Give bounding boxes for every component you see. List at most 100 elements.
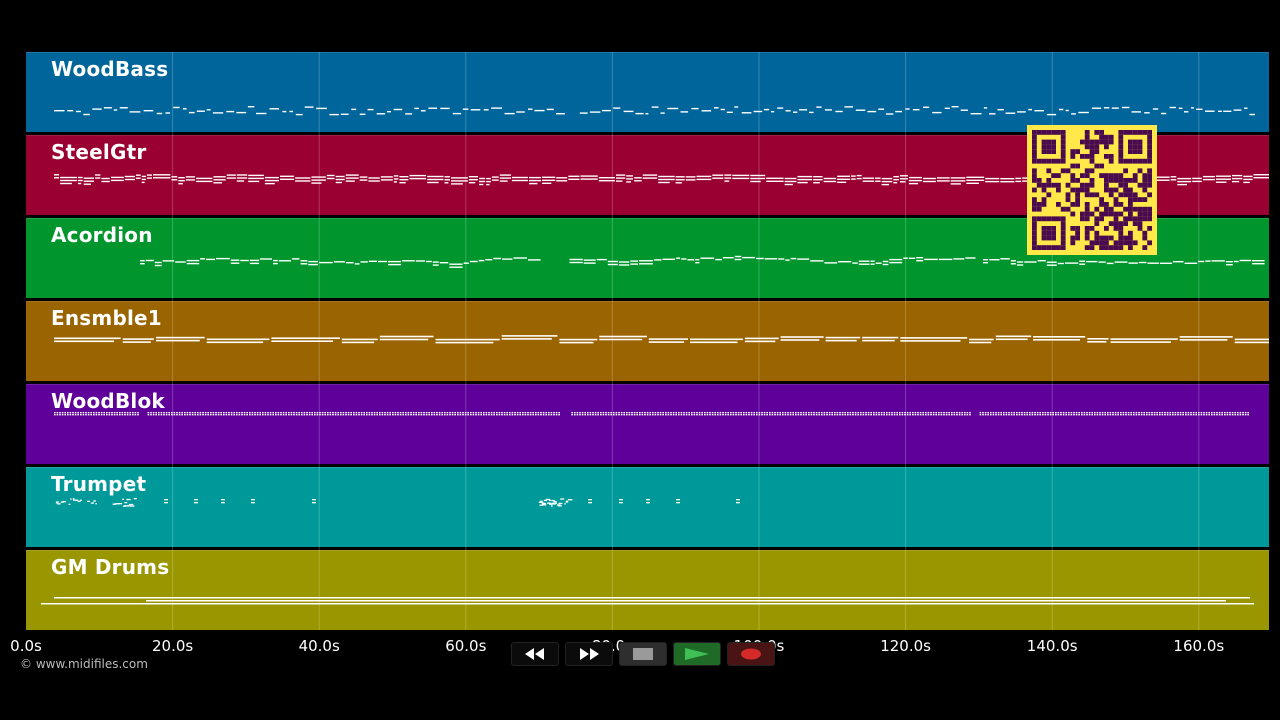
note (340, 412, 342, 414)
note (558, 412, 560, 414)
note (444, 414, 446, 416)
note (470, 412, 472, 414)
note (730, 414, 732, 416)
note (1166, 412, 1169, 414)
note (1202, 178, 1215, 181)
note (766, 414, 768, 416)
note (763, 414, 766, 416)
note (1057, 412, 1060, 414)
note (1114, 412, 1117, 414)
note (893, 179, 899, 181)
note (438, 414, 441, 416)
note (54, 174, 60, 176)
note (329, 412, 332, 414)
note (878, 414, 880, 416)
note (1127, 414, 1130, 416)
note (462, 412, 464, 414)
note (1034, 110, 1044, 112)
note (171, 176, 178, 178)
note (867, 414, 870, 416)
note (1047, 414, 1049, 416)
note (108, 412, 111, 414)
note (1148, 412, 1151, 414)
note (359, 113, 366, 115)
time-tick-label: 20.0s (151, 637, 194, 655)
note (810, 260, 824, 262)
note (251, 499, 255, 501)
note (555, 412, 558, 414)
note (524, 412, 527, 414)
note (824, 262, 838, 264)
note (1026, 414, 1028, 416)
note (103, 414, 105, 416)
note (938, 414, 940, 416)
note (122, 498, 124, 500)
note (740, 414, 742, 416)
note (943, 414, 945, 416)
note (658, 181, 670, 184)
note (488, 414, 490, 416)
note (558, 505, 562, 507)
note (444, 412, 446, 414)
note (771, 111, 775, 113)
note (1243, 178, 1253, 181)
note (799, 109, 808, 111)
note (132, 414, 134, 416)
note (841, 412, 844, 414)
note (862, 336, 899, 339)
note (387, 111, 391, 113)
note (569, 261, 583, 264)
note (1205, 260, 1211, 262)
note (1117, 414, 1119, 416)
note (41, 603, 1254, 605)
note (542, 414, 545, 416)
note (696, 178, 712, 181)
stop-button[interactable] (619, 642, 667, 666)
note (238, 412, 241, 414)
note (173, 412, 176, 414)
note (888, 414, 891, 416)
note (206, 109, 211, 111)
note (779, 412, 781, 414)
note (652, 414, 654, 416)
note (1088, 412, 1091, 414)
note (691, 107, 699, 110)
note (1029, 414, 1031, 416)
fast-forward-button[interactable] (565, 642, 613, 666)
note (207, 412, 209, 414)
note (787, 414, 789, 416)
note (168, 412, 170, 414)
note (789, 412, 792, 414)
note (485, 414, 488, 416)
note (672, 414, 675, 416)
note (1232, 180, 1240, 183)
note (394, 414, 397, 416)
note (534, 109, 545, 112)
note (802, 412, 805, 414)
record-button[interactable] (727, 642, 775, 666)
note (813, 179, 823, 181)
note (122, 505, 126, 507)
note (883, 414, 885, 416)
note (264, 179, 279, 182)
note (1192, 412, 1195, 414)
note (992, 414, 995, 416)
note (384, 412, 386, 414)
note (900, 337, 968, 339)
note (619, 264, 630, 266)
note (914, 412, 917, 414)
note (618, 414, 620, 416)
note (1237, 414, 1239, 416)
note (1016, 264, 1024, 266)
note (1079, 263, 1086, 265)
note (1177, 414, 1179, 416)
note (966, 179, 985, 181)
note (615, 414, 618, 416)
play-button[interactable] (673, 642, 721, 666)
note (298, 414, 300, 416)
note (153, 174, 171, 176)
note (260, 258, 272, 260)
rewind-button[interactable] (511, 642, 559, 666)
note (92, 108, 102, 110)
note (215, 412, 217, 414)
